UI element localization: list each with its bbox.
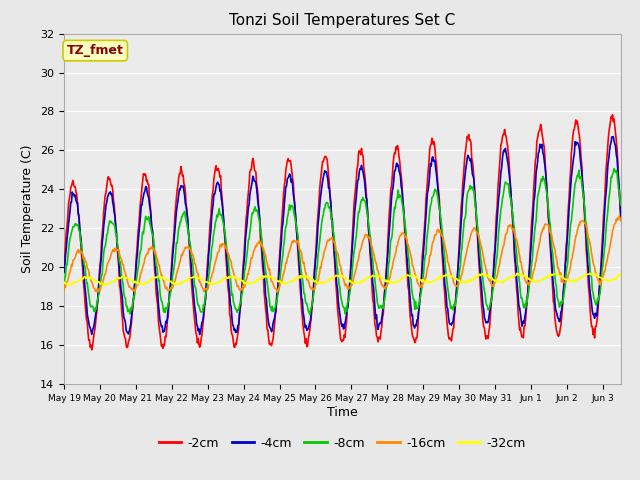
Text: TZ_fmet: TZ_fmet bbox=[67, 44, 124, 57]
Y-axis label: Soil Temperature (C): Soil Temperature (C) bbox=[22, 144, 35, 273]
X-axis label: Time: Time bbox=[327, 406, 358, 419]
Title: Tonzi Soil Temperatures Set C: Tonzi Soil Temperatures Set C bbox=[229, 13, 456, 28]
Legend: -2cm, -4cm, -8cm, -16cm, -32cm: -2cm, -4cm, -8cm, -16cm, -32cm bbox=[154, 432, 531, 455]
